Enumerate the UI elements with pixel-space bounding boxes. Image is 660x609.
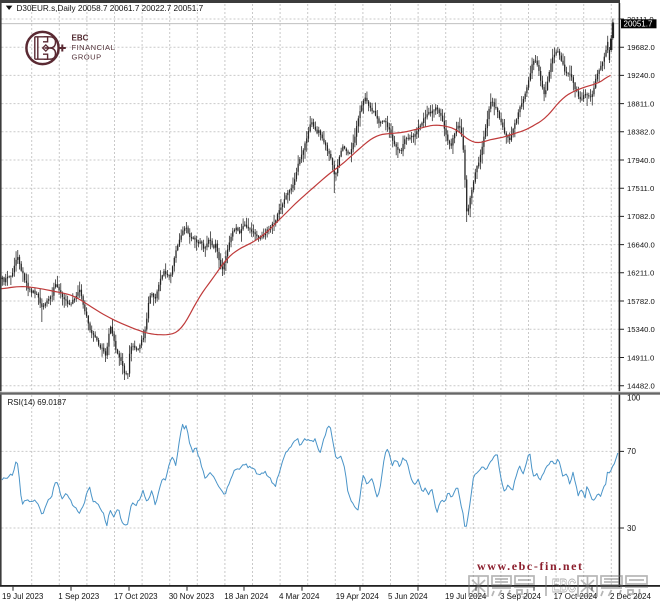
svg-text:www.ebc-fin.net: www.ebc-fin.net <box>477 559 584 573</box>
svg-text:18811.0: 18811.0 <box>627 99 654 108</box>
svg-text:15340.0: 15340.0 <box>627 325 655 334</box>
svg-text:19 Jul 2023: 19 Jul 2023 <box>2 592 44 601</box>
svg-text:GROUP: GROUP <box>72 53 102 62</box>
svg-text:30 Nov 2023: 30 Nov 2023 <box>169 592 215 601</box>
svg-text:70: 70 <box>627 447 636 456</box>
svg-text:17940.0: 17940.0 <box>627 156 655 165</box>
svg-text:17 Oct 2024: 17 Oct 2024 <box>554 592 598 601</box>
svg-text:16640.0: 16640.0 <box>627 240 655 249</box>
svg-text:14911.0: 14911.0 <box>627 353 654 362</box>
svg-text:FINANCIAL: FINANCIAL <box>72 43 116 52</box>
svg-text:D30EUR.s,Daily 20058.7 20061.: D30EUR.s,Daily 20058.7 20061.7 20022.7 2… <box>17 4 204 13</box>
svg-text:19682.0: 19682.0 <box>627 43 655 52</box>
svg-text:17082.0: 17082.0 <box>627 212 655 221</box>
svg-text:15782.0: 15782.0 <box>627 297 655 306</box>
svg-text:3 Sep 2024: 3 Sep 2024 <box>500 592 541 601</box>
svg-text:16211.0: 16211.0 <box>627 269 654 278</box>
svg-text:EBC: EBC <box>72 34 89 43</box>
svg-text:2 Dec 2024: 2 Dec 2024 <box>610 592 651 601</box>
svg-text:18 Jan 2024: 18 Jan 2024 <box>224 592 269 601</box>
svg-text:5 Jun 2024: 5 Jun 2024 <box>388 592 428 601</box>
svg-text:18382.0: 18382.0 <box>627 128 655 137</box>
svg-text:4 Mar 2024: 4 Mar 2024 <box>279 592 320 601</box>
svg-text:30: 30 <box>627 524 636 533</box>
svg-text:17 Oct 2023: 17 Oct 2023 <box>114 592 158 601</box>
svg-text:100: 100 <box>627 394 641 403</box>
svg-text:14482.0: 14482.0 <box>627 382 655 391</box>
svg-text:17511.0: 17511.0 <box>627 184 654 193</box>
svg-text:RSI(14) 69.0187: RSI(14) 69.0187 <box>8 398 67 407</box>
svg-text:19 Jul 2024: 19 Jul 2024 <box>445 592 487 601</box>
svg-text:EBC: EBC <box>552 576 576 596</box>
svg-text:20051.7: 20051.7 <box>624 20 653 29</box>
svg-text:19240.0: 19240.0 <box>627 71 655 80</box>
svg-text:19 Apr 2024: 19 Apr 2024 <box>336 592 380 601</box>
svg-text:1 Sep 2023: 1 Sep 2023 <box>58 592 99 601</box>
